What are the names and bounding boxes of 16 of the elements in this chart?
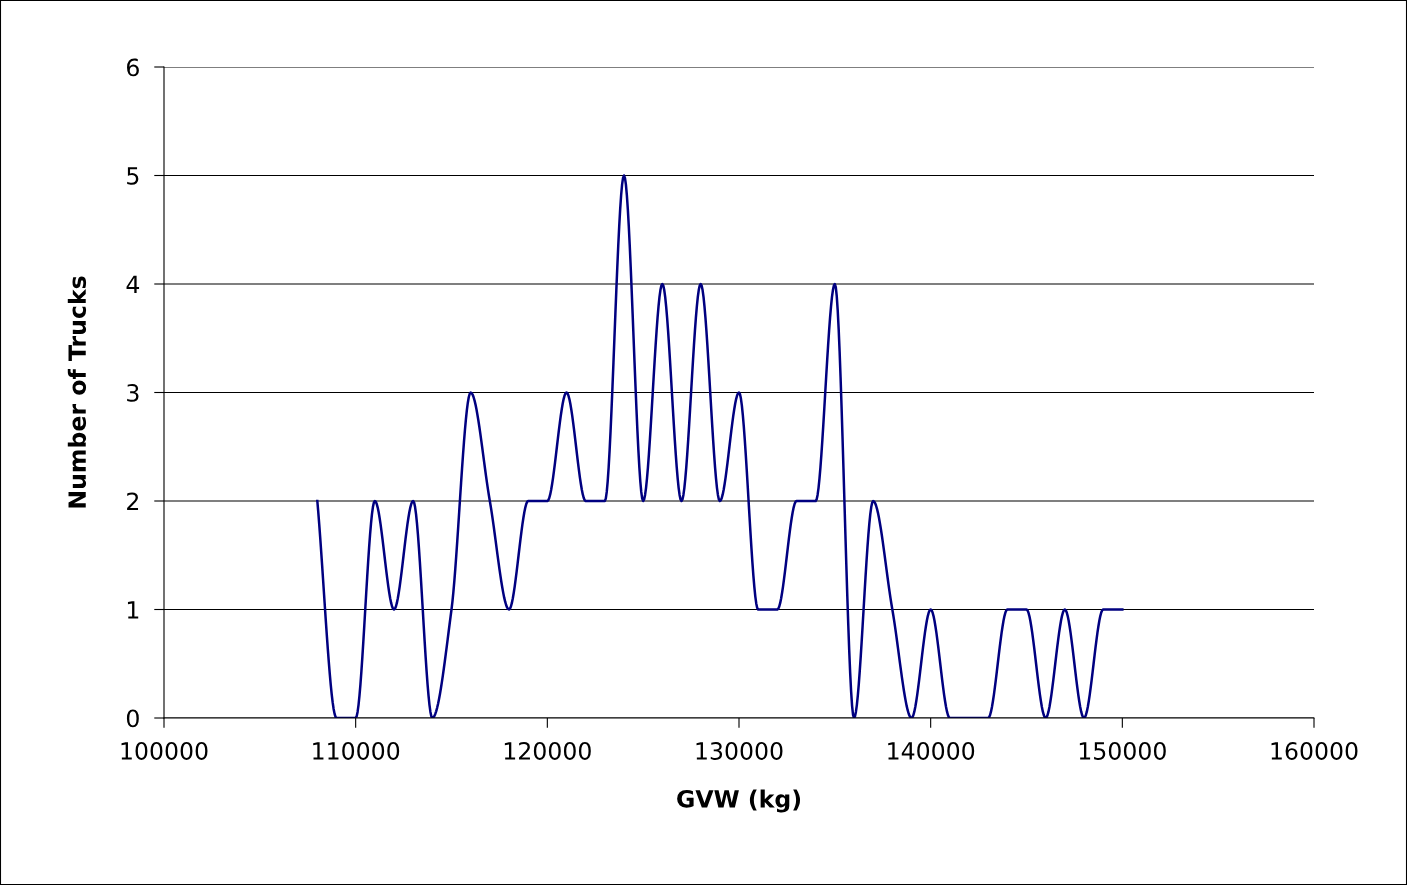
y-tick-label: 6: [127, 58, 139, 77]
y-axis-title: Number of Trucks: [67, 276, 87, 508]
x-tick-label: 150000: [1079, 742, 1166, 760]
x-axis-title: GVW (kg): [677, 789, 801, 813]
y-tick-label: 5: [127, 167, 139, 185]
x-tick-label: 100000: [121, 742, 208, 760]
y-tick-label: 4: [126, 275, 140, 293]
x-tick-label: 140000: [888, 742, 975, 760]
x-tick-label: 130000: [696, 742, 783, 760]
y-tick-label: 0: [126, 709, 139, 728]
y-tick-label: 3: [127, 383, 139, 402]
x-tick-label: 120000: [504, 742, 591, 760]
y-tick-label: 1: [127, 601, 139, 619]
y-tick-label: 2: [127, 492, 139, 510]
x-tick-label: 110000: [313, 742, 400, 760]
x-tick-label: 160000: [1271, 742, 1358, 760]
